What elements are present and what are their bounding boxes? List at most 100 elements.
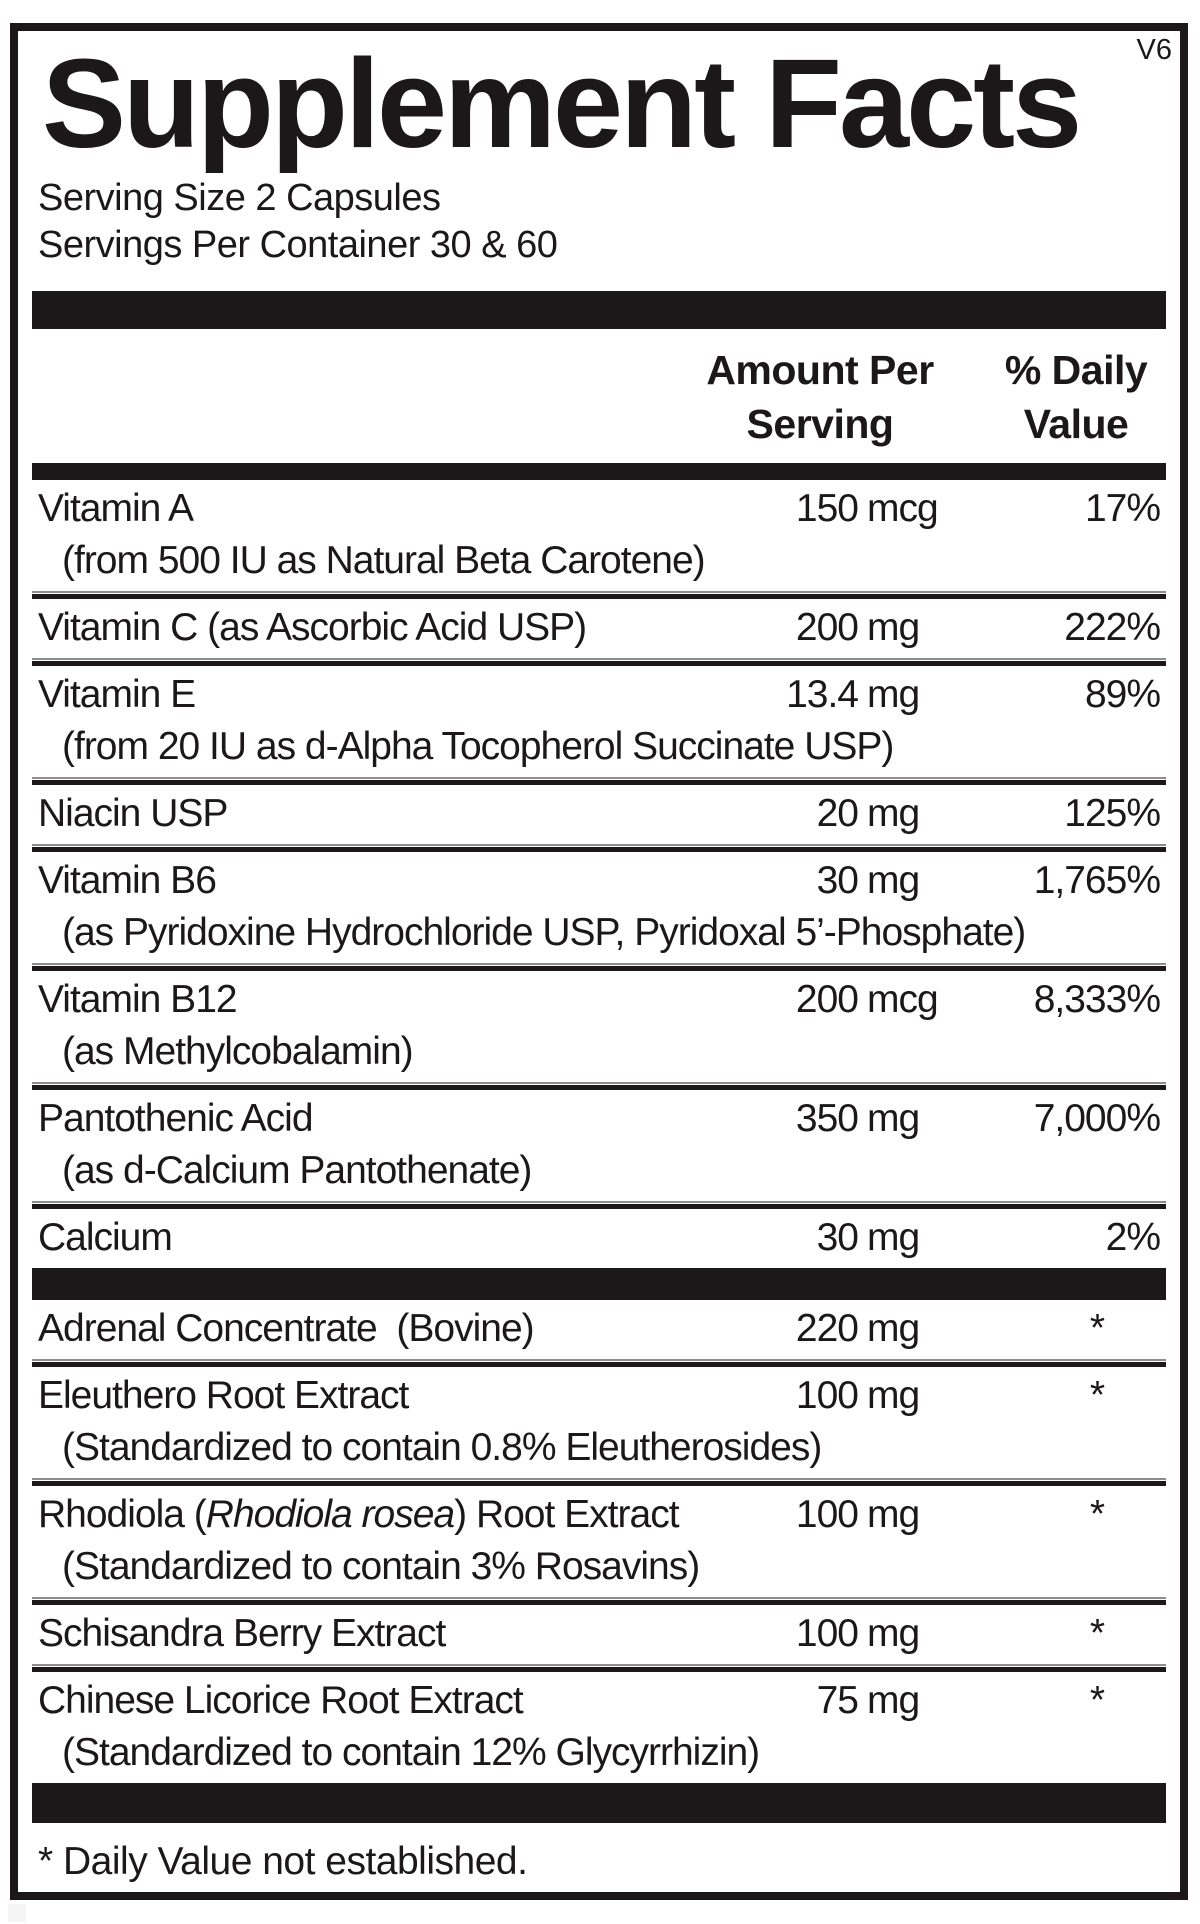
botanicals-section: Adrenal Concentrate (Bovine) 220 mg * El… <box>32 1300 1166 1783</box>
header-underline-bar <box>32 463 1166 480</box>
row-separator <box>32 658 1166 666</box>
amount-unit: mcg <box>867 487 939 530</box>
amount-header-line1: Amount Per <box>706 347 934 393</box>
row-separator <box>32 1597 1166 1605</box>
ingredient-source-note: (from 20 IU as d-Alpha Tocopherol Succin… <box>62 725 894 768</box>
amount-unit: mg <box>867 1216 920 1259</box>
ingredient-row-main-line: Vitamin A 150 mcg 17% <box>32 483 1166 535</box>
amount-unit: mg <box>867 1493 920 1536</box>
ingredient-row-main-line: Vitamin B12 200 mcg 8,333% <box>32 974 1166 1026</box>
ingredient-name: Chinese Licorice Root Extract <box>38 1679 524 1722</box>
ingredient-row-main-line: Vitamin E 13.4 mg 89% <box>32 669 1166 721</box>
version-tag: V6 <box>1136 34 1172 66</box>
column-header-spacer <box>32 343 690 451</box>
ingredient-name: Schisandra Berry Extract <box>38 1612 446 1655</box>
supplement-facts-panel: V6 Supplement Facts Serving Size 2 Capsu… <box>10 23 1188 1900</box>
dv-header-line1: % Daily <box>1004 347 1148 393</box>
daily-value: 222% <box>1064 606 1161 649</box>
scan-artifact-mark <box>8 1904 26 1922</box>
daily-value: 89% <box>1084 673 1161 716</box>
row-separator <box>32 844 1166 852</box>
amount-value: 75 <box>816 1679 859 1722</box>
ingredient-source-note: (as Methylcobalamin) <box>62 1030 414 1073</box>
ingredient-name: Calcium <box>38 1216 173 1259</box>
ingredient-row-main-line: Eleuthero Root Extract 100 mg * <box>32 1370 1166 1422</box>
ingredient-row: Calcium 30 mg 2% <box>32 1209 1166 1268</box>
ingredient-row: Chinese Licorice Root Extract 75 mg * (S… <box>32 1672 1166 1783</box>
amount-header-line2: Serving <box>746 401 894 447</box>
ingredient-name: Vitamin E <box>38 673 196 716</box>
amount-value: 350 <box>795 1097 859 1140</box>
amount-unit: mg <box>867 1679 920 1722</box>
ingredient-name: Adrenal Concentrate (Bovine) <box>38 1307 535 1350</box>
amount-unit: mg <box>867 673 920 716</box>
ingredient-row-main-line: Pantothenic Acid 350 mg 7,000% <box>32 1093 1166 1145</box>
daily-value: 1,765% <box>1033 859 1161 902</box>
amount-unit: mcg <box>867 978 939 1021</box>
servings-per-container-line: Servings Per Container 30 & 60 <box>38 224 558 266</box>
amount-value: 100 <box>795 1612 859 1655</box>
ingredient-row: Vitamin E 13.4 mg 89% (from 20 IU as d-A… <box>32 666 1166 777</box>
amount-value: 220 <box>795 1307 859 1350</box>
ingredient-name: Vitamin B12 <box>38 978 238 1021</box>
ingredient-row-main-line: Adrenal Concentrate (Bovine) 220 mg * <box>32 1303 1166 1355</box>
ingredient-row-main-line: Rhodiola (Rhodiola rosea) Root Extract 1… <box>32 1489 1166 1541</box>
ingredient-source-note: (as d-Calcium Pantothenate) <box>62 1149 532 1192</box>
amount-value: 200 <box>795 606 859 649</box>
section-divider-bar-middle <box>32 1268 1166 1300</box>
daily-value: * <box>1089 1612 1105 1655</box>
ingredient-row: Adrenal Concentrate (Bovine) 220 mg * <box>32 1300 1166 1359</box>
ingredient-name: Pantothenic Acid <box>38 1097 314 1140</box>
ingredient-row-main-line: Schisandra Berry Extract 100 mg * <box>32 1608 1166 1660</box>
ingredient-source-note: (as Pyridoxine Hydrochloride USP, Pyrido… <box>62 911 1026 954</box>
amount-value: 20 <box>816 792 859 835</box>
daily-value: * <box>1089 1493 1105 1536</box>
column-headers: Amount Per Serving % Daily Value <box>32 329 1166 463</box>
ingredient-name: Rhodiola (Rhodiola rosea) Root Extract <box>38 1493 680 1536</box>
daily-value: * <box>1089 1374 1105 1417</box>
ingredient-row: Vitamin B6 30 mg 1,765% (as Pyridoxine H… <box>32 852 1166 963</box>
row-separator <box>32 1478 1166 1486</box>
panel-title: Supplement Facts <box>42 33 1082 174</box>
row-separator <box>32 1201 1166 1209</box>
amount-value: 100 <box>795 1493 859 1536</box>
row-separator <box>32 1359 1166 1367</box>
ingredient-row-main-line: Calcium 30 mg 2% <box>32 1212 1166 1264</box>
row-separator <box>32 1664 1166 1672</box>
ingredient-name: Vitamin C (as Ascorbic Acid USP) <box>38 606 587 649</box>
amount-unit: mg <box>867 1097 920 1140</box>
amount-unit: mg <box>867 1307 920 1350</box>
facts-table: Amount Per Serving % Daily Value Vitamin… <box>32 291 1166 1888</box>
amount-per-serving-header: Amount Per Serving <box>690 343 950 451</box>
daily-value-header: % Daily Value <box>950 343 1166 451</box>
ingredient-source-note: (Standardized to contain 12% Glycyrrhizi… <box>62 1731 760 1774</box>
ingredient-row-main-line: Chinese Licorice Root Extract 75 mg * <box>32 1675 1166 1727</box>
serving-info: Serving Size 2 Capsules Servings Per Con… <box>18 175 1180 269</box>
daily-value: 2% <box>1105 1216 1161 1259</box>
daily-value: 7,000% <box>1033 1097 1161 1140</box>
ingredient-source-note: (Standardized to contain 3% Rosavins) <box>62 1545 700 1588</box>
section-divider-bar-top <box>32 291 1166 329</box>
daily-value: 8,333% <box>1033 978 1161 1021</box>
amount-unit: mg <box>867 606 920 649</box>
row-separator <box>32 777 1166 785</box>
dv-header-line2: Value <box>1023 401 1129 447</box>
section-divider-bar-bottom <box>32 1783 1166 1823</box>
ingredient-name: Vitamin A <box>38 487 194 530</box>
ingredient-row: Pantothenic Acid 350 mg 7,000% (as d-Cal… <box>32 1090 1166 1201</box>
amount-value: 13.4 <box>786 673 859 716</box>
amount-value: 200 <box>795 978 859 1021</box>
ingredient-row-main-line: Niacin USP 20 mg 125% <box>32 788 1166 840</box>
row-separator <box>32 1082 1166 1090</box>
amount-unit: mg <box>867 1612 920 1655</box>
ingredient-name: Vitamin B6 <box>38 859 217 902</box>
ingredient-row: Schisandra Berry Extract 100 mg * <box>32 1605 1166 1664</box>
ingredient-row-main-line: Vitamin B6 30 mg 1,765% <box>32 855 1166 907</box>
vitamins-section: Vitamin A 150 mcg 17% (from 500 IU as Na… <box>32 480 1166 1268</box>
ingredient-row: Rhodiola (Rhodiola rosea) Root Extract 1… <box>32 1486 1166 1597</box>
row-separator <box>32 963 1166 971</box>
ingredient-name: Eleuthero Root Extract <box>38 1374 409 1417</box>
ingredient-source-note: (Standardized to contain 0.8% Eleutheros… <box>62 1426 822 1469</box>
ingredient-name: Niacin USP <box>38 792 228 835</box>
ingredient-row: Vitamin A 150 mcg 17% (from 500 IU as Na… <box>32 480 1166 591</box>
